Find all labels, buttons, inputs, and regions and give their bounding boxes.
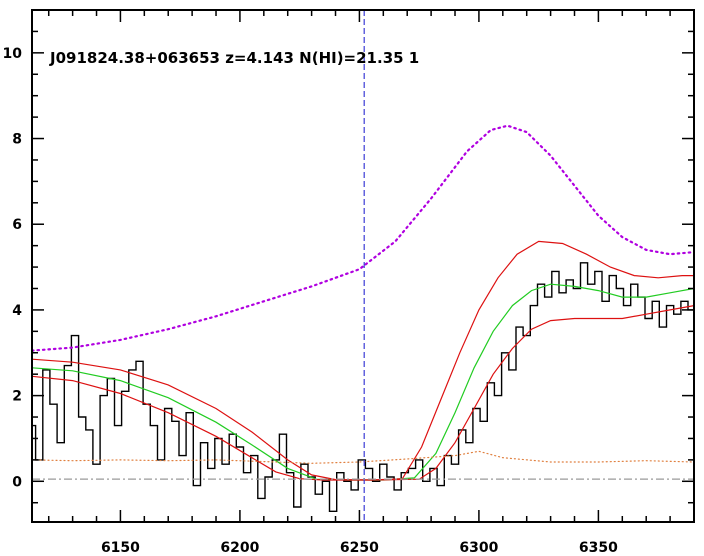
x-tick-label: 6250 (340, 540, 379, 556)
y-tick-label: 8 (12, 132, 22, 148)
y-tick-label: 2 (12, 389, 22, 405)
y-tick-label: 6 (12, 217, 22, 233)
chart-title: J091824.38+063653 z=4.143 N(HI)=21.35 1 (49, 49, 419, 67)
y-tick-label: 0 (12, 474, 22, 490)
series-model-lower (32, 305, 694, 481)
series-model (32, 283, 694, 481)
x-tick-label: 6350 (579, 540, 618, 556)
x-tick-label: 6300 (459, 540, 498, 556)
series-continuum (32, 124, 694, 352)
y-tick-label: 10 (3, 46, 23, 62)
plot-frame (31, 9, 695, 523)
axis-ticks: 6150 6200 6250 6300 6350 0 2 4 6 8 10 (3, 10, 695, 556)
series-layer (32, 124, 694, 512)
reference-lines (32, 10, 694, 522)
series-flux (32, 262, 694, 512)
series-error (32, 450, 694, 464)
series-model-upper (32, 240, 694, 481)
x-tick-label: 6200 (220, 540, 259, 556)
y-tick-label: 4 (12, 303, 22, 319)
x-tick-label: 6150 (101, 540, 140, 556)
